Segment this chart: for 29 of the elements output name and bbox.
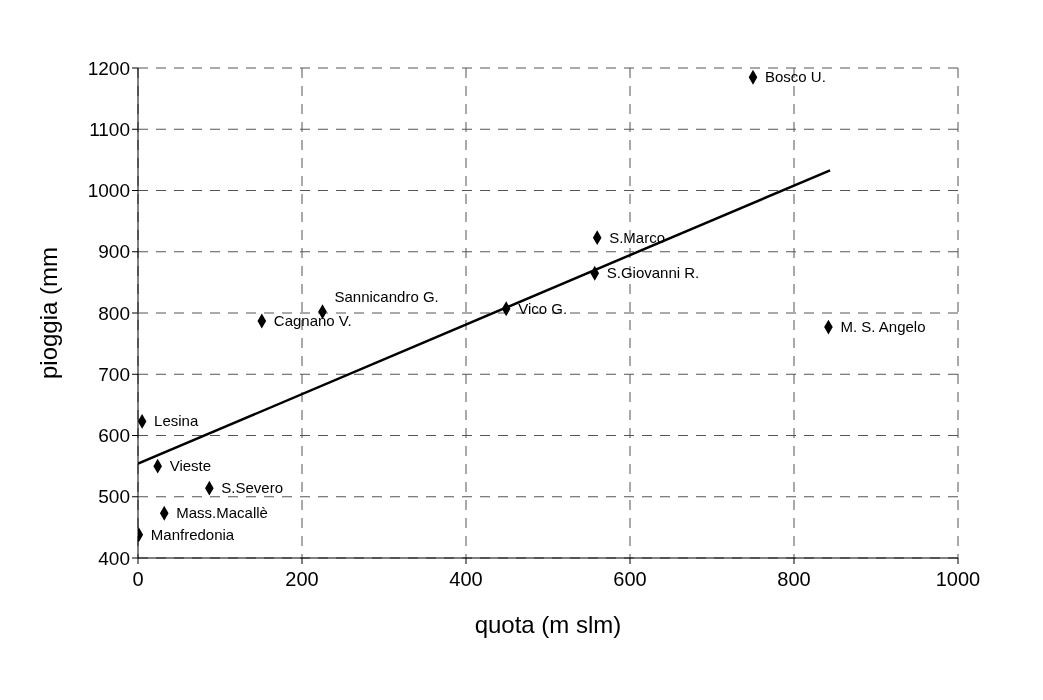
y-tick-label: 500 — [98, 486, 130, 508]
x-tick-label: 0 — [132, 568, 144, 591]
y-tick-label: 1100 — [89, 119, 130, 140]
y-tick-label: 900 — [98, 241, 130, 263]
annotation: S.Severo — [221, 479, 284, 497]
x-tick-label: 1000 — [935, 568, 981, 591]
annotation: Lesina — [154, 412, 199, 430]
x-axis-title: quota (m slm) — [474, 611, 622, 638]
y-tick-label: 600 — [98, 425, 130, 447]
annotation: Sannicandro G. — [334, 287, 439, 305]
y-tick-label: 400 — [98, 547, 130, 569]
annotation: S.Giovanni R. — [606, 264, 700, 282]
annotation: Vieste — [169, 457, 212, 475]
x-tick-label: 800 — [777, 568, 811, 591]
annotation: M. S. Angelo — [840, 318, 926, 336]
annotation: Vico G. — [518, 299, 568, 317]
y-axis-title: pioggia (mm — [34, 246, 62, 380]
annotation: Cagnano V. — [273, 311, 352, 329]
annotation: S.Marco — [609, 228, 666, 246]
x-tick-label: 600 — [613, 568, 647, 591]
y-tick-label: 800 — [98, 302, 130, 324]
y-tick-label: 1000 — [87, 180, 130, 202]
y-tick-label: 700 — [98, 363, 130, 385]
x-tick-label: 400 — [449, 568, 483, 591]
annotation: Manfredonia — [150, 525, 235, 543]
annotation: Mass.Macallè — [176, 504, 268, 522]
y-tick-label: 1200 — [87, 57, 130, 79]
annotation: Bosco U. — [765, 68, 826, 86]
x-tick-label: 200 — [285, 568, 319, 591]
